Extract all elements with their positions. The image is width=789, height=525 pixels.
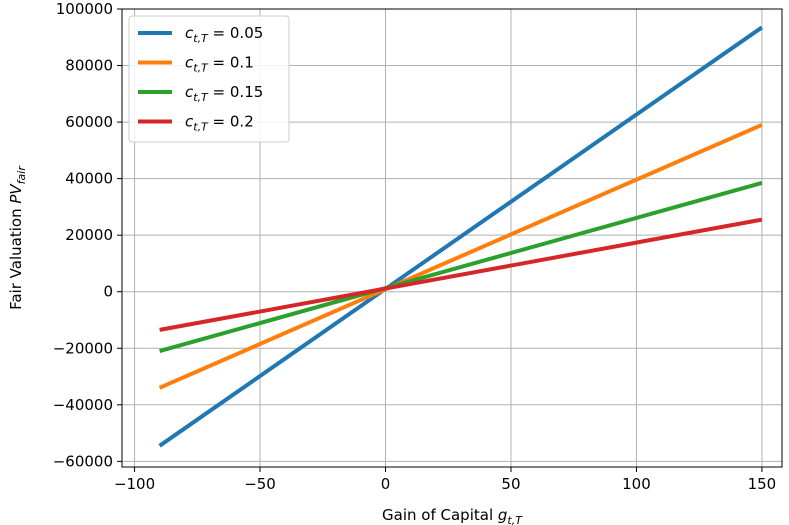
legend-box: [128, 15, 290, 143]
legend-label: ct,T = 0.15: [185, 83, 263, 104]
y-tick-label: −60000: [53, 452, 113, 470]
grid: [122, 8, 782, 467]
legend-entry: ct,T = 0.05: [138, 24, 263, 45]
series-lines: [158, 25, 764, 448]
series-line-1: [158, 25, 764, 448]
x-tick-label: 0: [381, 475, 391, 493]
plot-frame: [121, 8, 783, 468]
legend-label: ct,T = 0.1: [185, 54, 254, 75]
series-line-3: [159, 180, 763, 354]
x-tick-label: 150: [748, 475, 777, 493]
y-tick-label: 100000: [56, 0, 113, 18]
axis-ticks: −100 −50 0 50 100 150 −60000 −40000 −20000 0 20000…: [53, 0, 777, 493]
legend-entry: ct,T = 0.2: [138, 113, 254, 134]
y-tick-label: 40000: [65, 170, 113, 188]
y-tick-label: 80000: [65, 57, 113, 75]
x-tick-label: 50: [501, 475, 520, 493]
y-tick-label: 20000: [65, 226, 113, 244]
legend-label: ct,T = 0.2: [185, 113, 254, 134]
x-tick-label: 100: [622, 475, 651, 493]
series-line-2: [158, 123, 763, 390]
legend-entry: ct,T = 0.1: [138, 54, 254, 75]
x-tick-label: −100: [114, 475, 155, 493]
x-axis-label: Gain of Capital gt,T: [382, 506, 523, 525]
y-tick-label: 0: [103, 283, 113, 301]
x-tick-label: −50: [244, 475, 276, 493]
y-axis-label: Fair Valuation PVfair: [7, 165, 28, 310]
legend: ct,T = 0.05 ct,T = 0.1 ct,T = 0.15 ct,T = 0…: [128, 15, 290, 143]
y-tick-label: −40000: [53, 396, 113, 414]
legend-label: ct,T = 0.05: [185, 24, 263, 45]
y-tick-label: −20000: [53, 339, 113, 357]
y-tick-label: 60000: [65, 113, 113, 131]
legend-entry: ct,T = 0.15: [138, 83, 263, 104]
series-line-4: [159, 217, 763, 332]
